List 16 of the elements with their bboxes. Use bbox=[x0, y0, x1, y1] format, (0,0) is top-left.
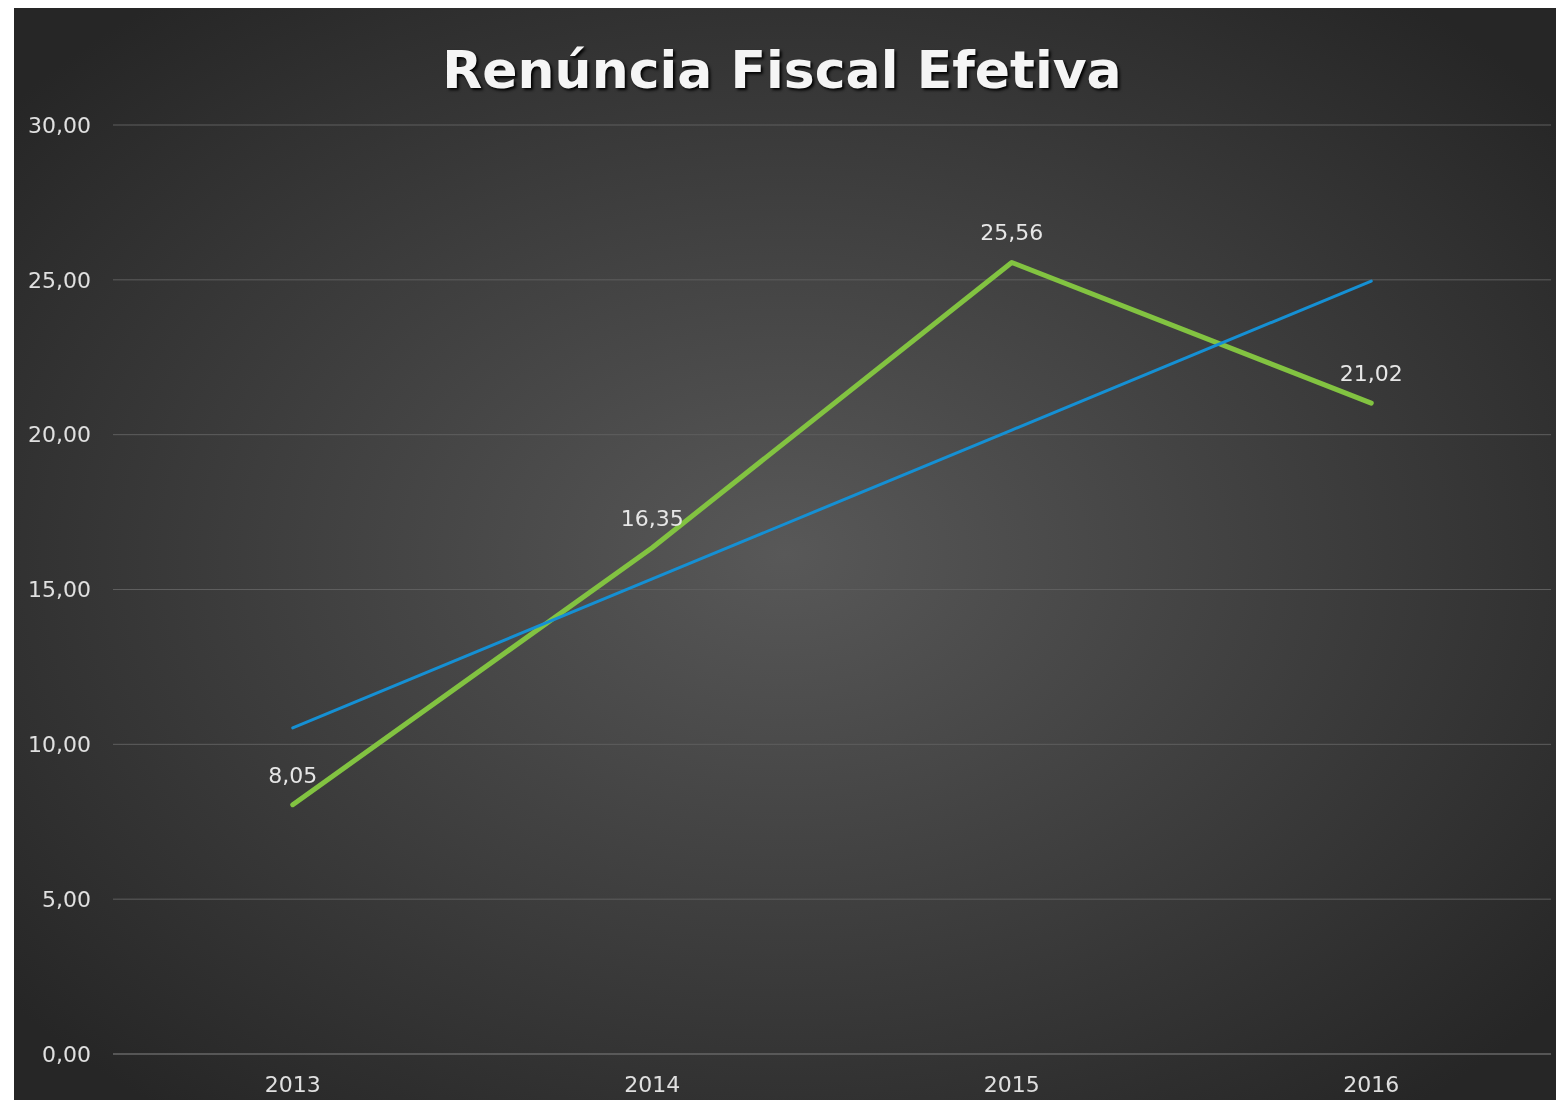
y-tick-label: 20,00 bbox=[28, 422, 91, 448]
y-tick-label: 30,00 bbox=[28, 112, 91, 138]
x-tick-label: 2013 bbox=[264, 1072, 321, 1097]
y-tick-label: 25,00 bbox=[28, 267, 91, 293]
data-label: 25,56 bbox=[980, 220, 1044, 246]
y-tick-label: 15,00 bbox=[28, 577, 91, 603]
x-tick-label: 2015 bbox=[983, 1072, 1040, 1097]
x-tick-label: 2014 bbox=[624, 1072, 681, 1097]
y-tick-label: 0,00 bbox=[42, 1041, 91, 1067]
data-label: 21,02 bbox=[1339, 361, 1403, 387]
x-tick-label: 2016 bbox=[1343, 1072, 1400, 1097]
data-label: 16,35 bbox=[620, 505, 684, 531]
y-tick-label: 10,00 bbox=[28, 732, 91, 758]
y-tick-label: 5,00 bbox=[42, 886, 91, 912]
chart-title: Renúncia Fiscal Efetiva bbox=[442, 40, 1122, 100]
data-label: 8,05 bbox=[268, 762, 318, 788]
